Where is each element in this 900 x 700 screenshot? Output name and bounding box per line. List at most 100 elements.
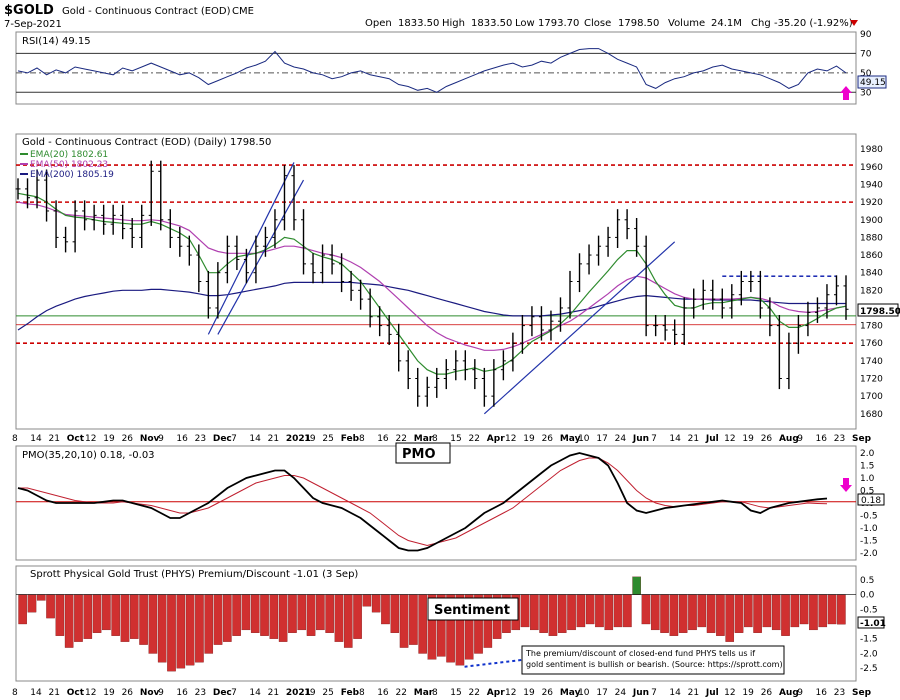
x-axis-label: 23	[834, 434, 845, 444]
phys-bar	[55, 594, 65, 636]
phys-bar	[139, 594, 148, 645]
pmo-tick-label: -1.5	[860, 537, 878, 547]
x-axis-label: Apr	[487, 688, 505, 698]
phys-bar	[539, 594, 548, 633]
phys-bar	[660, 594, 669, 633]
phys-bar	[325, 594, 334, 633]
x-axis-label: Oct	[67, 688, 85, 698]
x-axis-label: 21	[268, 688, 279, 698]
ema20-line	[17, 192, 847, 375]
x-axis-label: 12	[85, 434, 96, 444]
x-axis-label: Aug	[779, 688, 799, 698]
phys-tick-label: -0.5	[860, 605, 878, 615]
phys-bar	[520, 594, 530, 628]
close-value: 1798.50	[618, 18, 659, 29]
price-tick-label: 1900	[860, 216, 883, 226]
phys-bar	[790, 594, 800, 628]
phys-bar	[799, 594, 809, 625]
x-axis-label: 17	[596, 434, 607, 444]
x-axis-label: 8	[359, 688, 365, 698]
x-axis-label: 12	[85, 688, 96, 698]
phys-bar	[18, 594, 27, 625]
phys-bar	[725, 594, 735, 642]
x-axis-label: 8	[359, 434, 365, 444]
x-axis-label: 22	[395, 688, 406, 698]
x-axis-label: 12	[505, 688, 516, 698]
x-axis-label: 7	[231, 688, 237, 698]
x-axis-label: 25	[322, 688, 333, 698]
pmo-tick-label: 1.5	[860, 462, 874, 472]
phys-bar	[46, 594, 55, 619]
phys-bar	[74, 594, 83, 642]
pmo-tick-label: 1.0	[860, 474, 875, 484]
phys-title: Sprott Physical Gold Trust (PHYS) Premiu…	[30, 569, 358, 580]
rsi-tick-label: 30	[860, 88, 872, 98]
legend-ema20: EMA(20) 1802.61	[30, 150, 108, 160]
rsi-panel	[15, 31, 857, 105]
phys-bar	[688, 594, 697, 631]
x-axis-label: 26	[761, 434, 773, 444]
trend-line	[483, 241, 676, 415]
x-axis-label: 25	[322, 434, 333, 444]
x-axis-label: 19	[103, 688, 115, 698]
x-axis-label: 19	[742, 434, 754, 444]
x-axis-label: 21	[268, 434, 279, 444]
phys-bar	[548, 594, 558, 636]
x-axis-label: 26	[122, 688, 134, 698]
x-axis-label: 12	[724, 688, 735, 698]
legend-ema200: EMA(200) 1805.19	[30, 170, 114, 180]
phys-bar	[390, 594, 400, 633]
trend-line	[207, 162, 295, 335]
phys-bar	[223, 594, 232, 642]
pmo-current-tag	[857, 493, 885, 506]
phys-bar	[148, 594, 158, 654]
x-axis-label: 10	[578, 688, 590, 698]
price-close-value: 1798.50	[860, 307, 900, 317]
pmo-tick-label: 0.5	[860, 487, 874, 497]
phys-bar	[92, 594, 102, 633]
x-axis-label: 14	[30, 434, 42, 444]
x-axis-label: 9	[158, 688, 164, 698]
phys-bar	[362, 594, 372, 607]
low-label: Low	[515, 18, 535, 29]
phys-bar	[595, 594, 604, 628]
x-axis-label: Jul	[705, 688, 719, 698]
phys-bar	[771, 594, 781, 631]
phys-bar	[716, 594, 725, 636]
x-axis-label: 19	[523, 434, 535, 444]
phys-bar	[762, 594, 772, 628]
phys-bar	[818, 594, 828, 628]
low-value: 1793.70	[538, 18, 579, 29]
pmo-current-value: 0.18	[861, 496, 881, 506]
x-axis-label: 19	[742, 688, 754, 698]
x-axis-label: Jun	[632, 434, 649, 444]
legend-ema50: EMA(50) 1802.23	[30, 160, 108, 170]
volume-label: Volume	[668, 18, 705, 29]
pmo-line	[17, 452, 828, 552]
x-axis-label: 26	[122, 434, 134, 444]
phys-bar	[381, 594, 390, 625]
x-axis-label: Feb	[341, 688, 360, 698]
sentiment-tag-box	[427, 597, 519, 621]
price-tick-label: 1720	[860, 375, 883, 385]
x-axis-label: 8	[432, 434, 438, 444]
x-axis-label: Mar	[414, 688, 434, 698]
phys-bar	[120, 594, 130, 642]
phys-bar	[250, 594, 260, 633]
phys-bar	[585, 594, 595, 625]
phys-bar	[837, 594, 846, 625]
phys-bar	[678, 594, 688, 633]
x-axis-label: 19	[523, 688, 535, 698]
phys-bar	[418, 594, 427, 654]
pmo-tag: PMO	[402, 447, 436, 462]
x-axis-label: 26	[542, 434, 554, 444]
pmo-tag-box	[395, 442, 451, 464]
x-axis-label: 22	[469, 688, 480, 698]
x-axis-label: 21	[688, 688, 699, 698]
phys-tick-label: -2.0	[860, 649, 878, 659]
phys-bar	[111, 594, 120, 636]
x-axis-label: Sep	[852, 434, 872, 444]
phys-bar	[278, 594, 288, 642]
price-tick-label: 1840	[860, 269, 883, 279]
x-axis-label: 8	[432, 688, 438, 698]
